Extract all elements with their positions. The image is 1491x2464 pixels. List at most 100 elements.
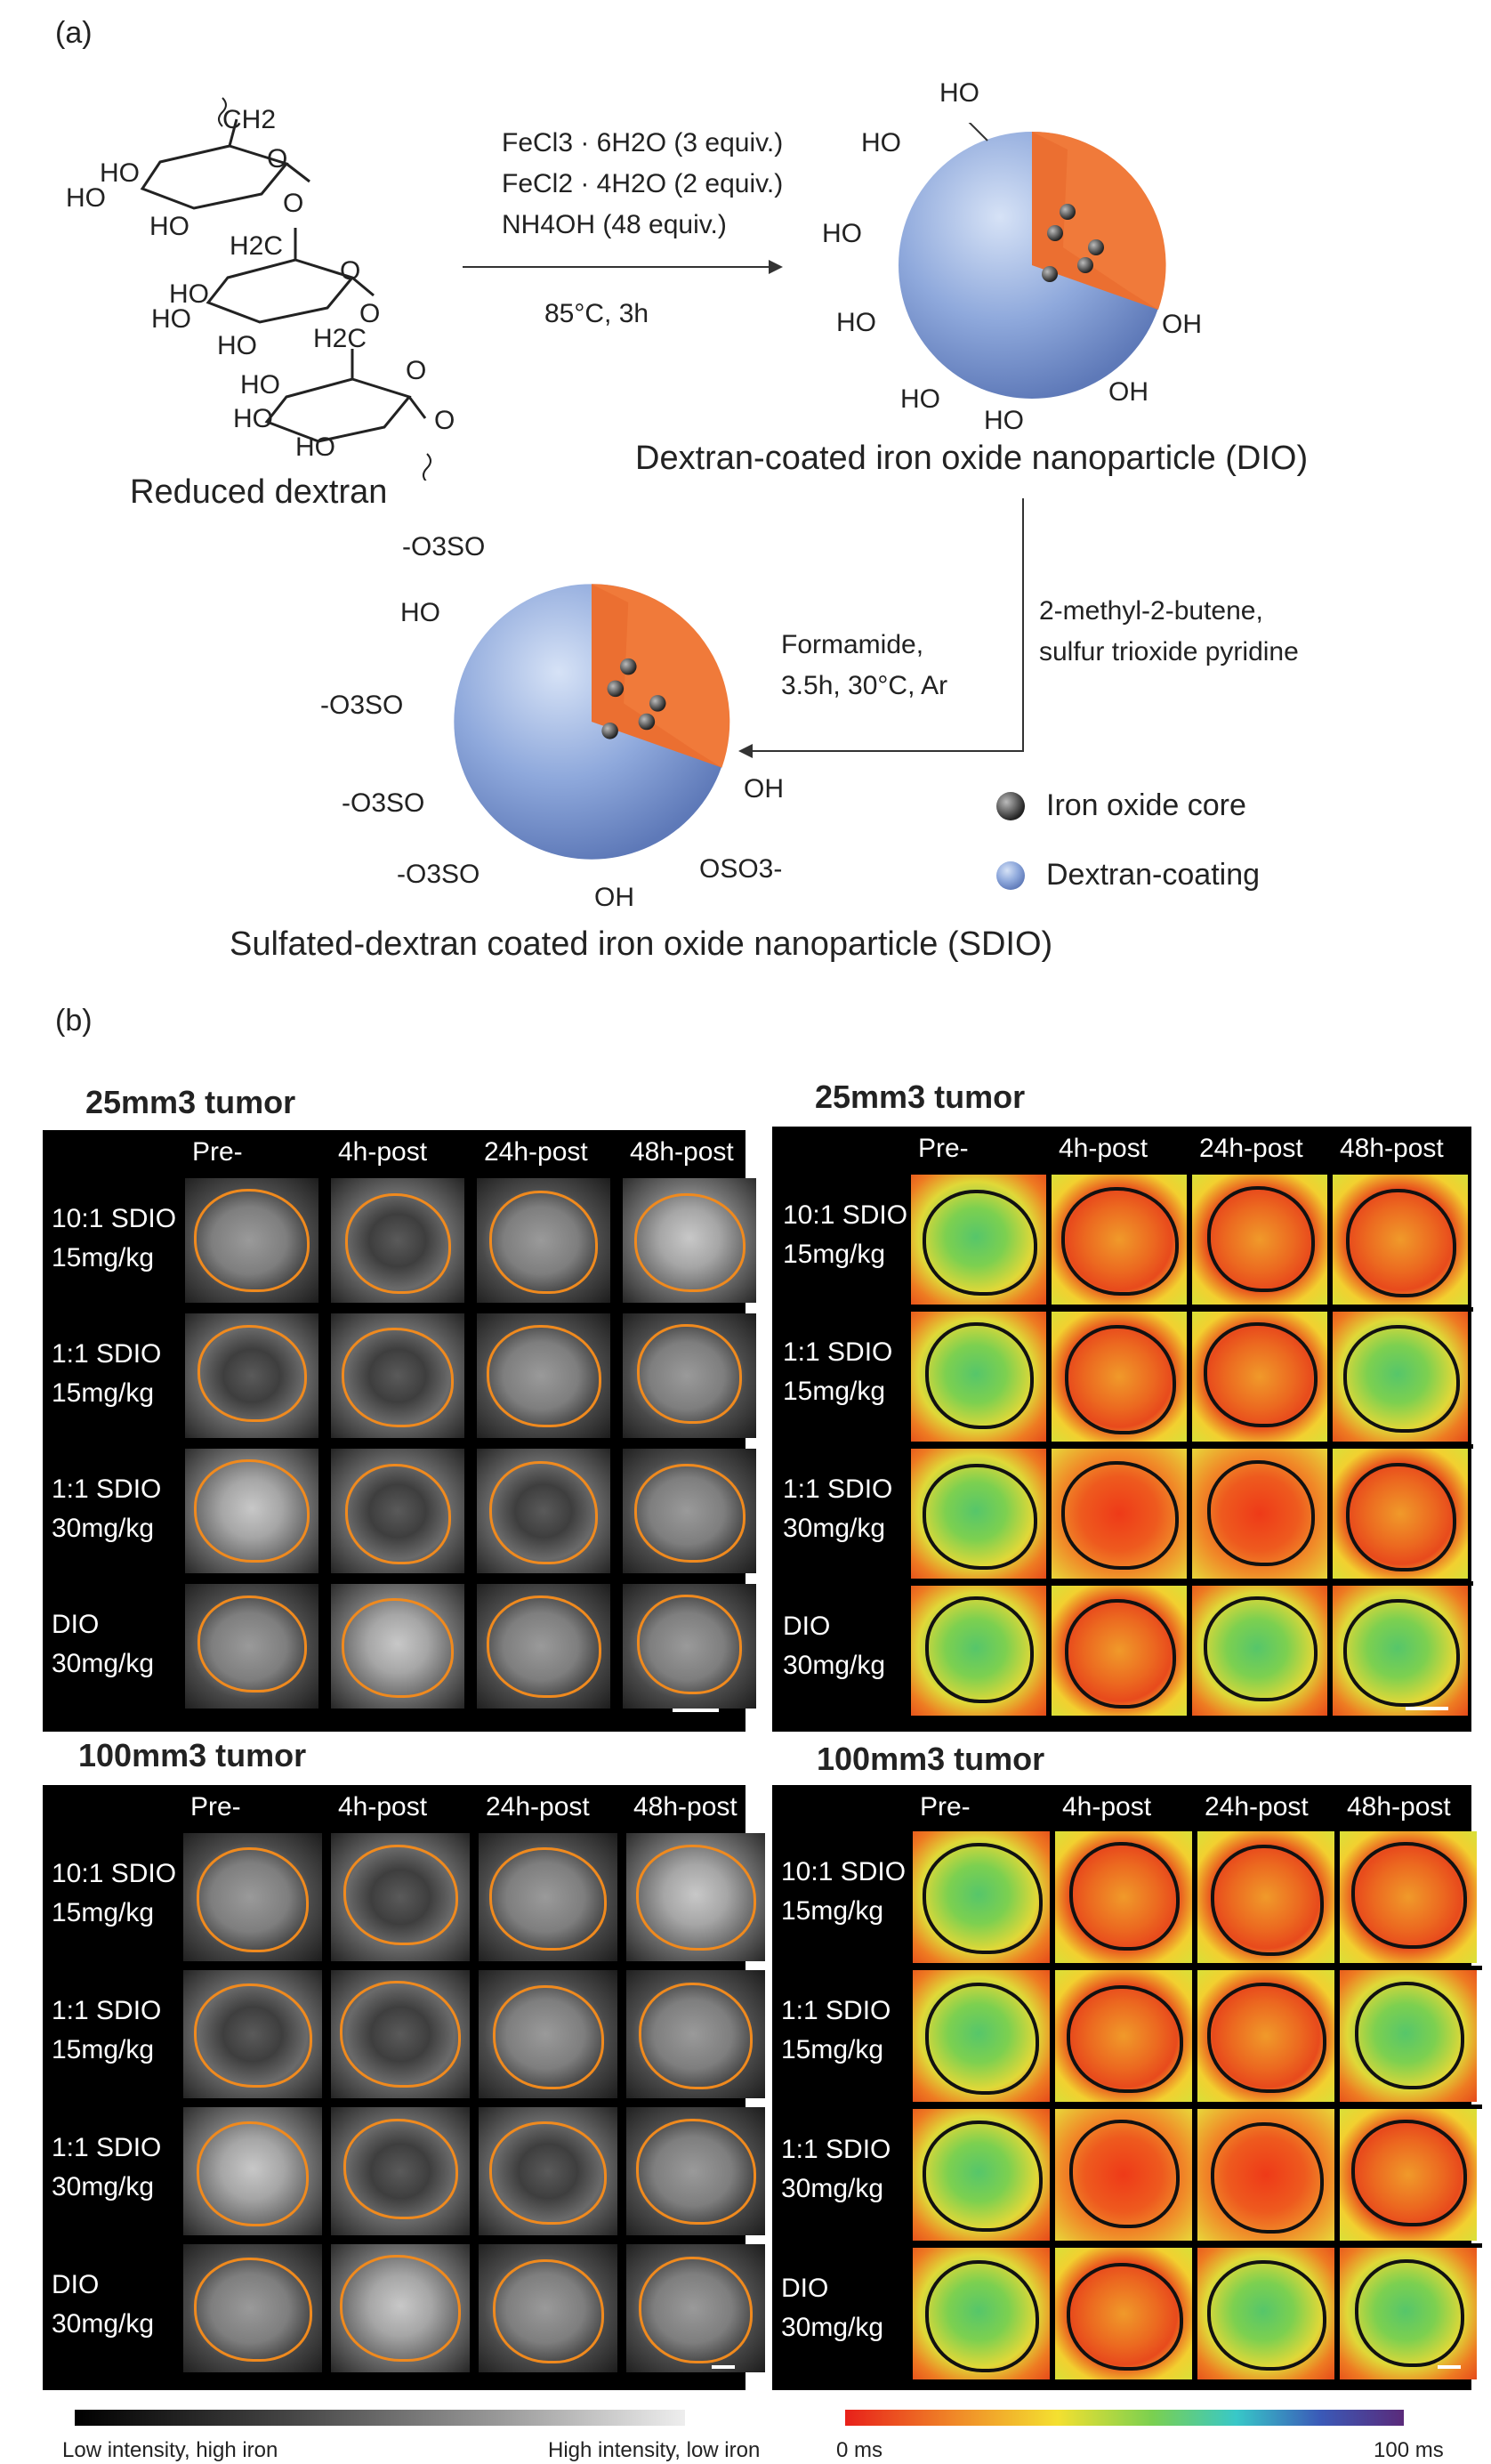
- tumor-outline: [342, 1328, 454, 1427]
- row-label: 1:1 SDIO 30mg/kg: [783, 1474, 893, 1543]
- scale-bar: [1438, 2365, 1461, 2369]
- row-label: 1:1 SDIO 30mg/kg: [781, 2135, 891, 2203]
- column-header-48h-post: 48h-post: [630, 1137, 734, 1167]
- t2-map-cell: [1192, 1175, 1327, 1305]
- tumor-outline: [639, 2257, 753, 2363]
- dextran-ho: HO: [240, 370, 280, 400]
- reagent-nh4oh: NH4OH (48 equiv.): [502, 210, 727, 239]
- column-header-4h-post: 4h-post: [1062, 1792, 1152, 1822]
- column-header-4h-post: 4h-post: [338, 1137, 428, 1167]
- t2-map-cell: [1333, 1312, 1468, 1442]
- tumor-outline: [1066, 1985, 1183, 2093]
- tumor-outline: [922, 1464, 1037, 1570]
- glucose-ring-3: [264, 377, 412, 443]
- row-separator: [911, 1581, 1473, 1586]
- t2-image-cell: [477, 1313, 610, 1438]
- t2-image-cell: [331, 1178, 464, 1303]
- column-header-48h-post: 48h-post: [1340, 1134, 1444, 1163]
- t2-image-cell: [479, 2244, 617, 2372]
- tumor-outline: [1351, 2120, 1467, 2226]
- column-header-pre: Pre-: [192, 1137, 243, 1167]
- t2-map-cell: [911, 1312, 1046, 1442]
- panel-b-label: (b): [55, 1004, 93, 1038]
- t2-image-cell: [479, 1970, 617, 2098]
- row-label: 1:1 SDIO 30mg/kg: [52, 2133, 162, 2201]
- t2-map-cell: [913, 1970, 1050, 2102]
- sdio-label: OH: [594, 883, 634, 912]
- tumor-outline: [193, 2258, 312, 2362]
- column-header-pre: Pre-: [190, 1792, 241, 1822]
- t2-image-cell: [331, 1584, 464, 1709]
- sdio-label: -O3SO: [342, 788, 425, 818]
- t2-map-cell: [1340, 2248, 1477, 2379]
- tumor-outline: [1064, 1599, 1176, 1709]
- title-25mm3-map: 25mm3 tumor: [815, 1079, 1026, 1115]
- row-label: DIO 30mg/kg: [781, 2274, 884, 2342]
- tumor-outline: [1061, 1187, 1179, 1296]
- tumor-outline: [1204, 1322, 1318, 1427]
- dextran-ho: HO: [100, 158, 140, 188]
- row-separator: [913, 2243, 1482, 2248]
- t2-image-cell: [183, 2244, 322, 2372]
- dextran-ho: HO: [169, 279, 209, 309]
- tumor-outline: [342, 1598, 454, 1698]
- tumor-outline: [194, 1189, 310, 1292]
- row-label: DIO 30mg/kg: [52, 1610, 155, 1678]
- t2-map-cell: [913, 2109, 1050, 2241]
- sdio-caption: Sulfated-dextran coated iron oxide nanop…: [230, 925, 1053, 963]
- row-separator: [913, 2104, 1482, 2109]
- t2-map-cell: [1192, 1449, 1327, 1579]
- dio-oh: OH: [1162, 310, 1202, 339]
- tumor-outline: [193, 1983, 312, 2088]
- t2-map-cell: [1340, 2109, 1477, 2241]
- tumor-outline: [194, 1459, 310, 1563]
- tumor-outline: [343, 2119, 458, 2219]
- tumor-outline: [635, 1845, 756, 1951]
- t2-map-cell: [913, 2248, 1050, 2379]
- t2-image-cell: [477, 1178, 610, 1303]
- condition-formamide: Formamide,: [781, 630, 924, 659]
- row-label: 1:1 SDIO 15mg/kg: [52, 1339, 162, 1408]
- tumor-outline: [922, 1843, 1043, 1954]
- t2-image-cell: [477, 1449, 610, 1573]
- t2-map-cell: [1052, 1175, 1187, 1305]
- t2-image-cell: [623, 1313, 756, 1438]
- dextran-h2c: H2C: [313, 324, 367, 353]
- dio-ho: HO: [939, 78, 979, 108]
- tumor-outline: [1354, 1982, 1464, 2089]
- dextran-o: O: [283, 189, 304, 218]
- grid-25mm3-t2-images: Pre- 4h-post 24h-post 48h-post 10:1 SDIO 15mg…: [43, 1130, 756, 1732]
- row-label: 1:1 SDIO 30mg/kg: [52, 1474, 162, 1543]
- t2-image-cell: [479, 2107, 617, 2235]
- tumor-outline: [1351, 1842, 1467, 1949]
- legend-iron-oxide-core: Iron oxide core: [1046, 788, 1246, 822]
- t2-image-cell: [626, 2107, 765, 2235]
- column-header-24h-post: 24h-post: [1205, 1792, 1309, 1822]
- t2-colorbar: [845, 2410, 1404, 2426]
- reaction-arrow-1: [463, 260, 783, 274]
- t2-image-cell: [183, 1970, 322, 2098]
- tumor-outline: [492, 1985, 604, 2089]
- scale-bar: [1406, 1707, 1448, 1710]
- tumor-outline: [1206, 1460, 1315, 1566]
- sdio-nanoparticle: [454, 584, 730, 860]
- tumor-outline: [922, 1190, 1037, 1296]
- t2-map-cell: [1192, 1586, 1327, 1716]
- tumor-outline: [486, 1596, 601, 1698]
- sdio-label: OH: [744, 774, 784, 804]
- tumor-outline: [1346, 1189, 1456, 1297]
- tumor-outline: [1210, 1845, 1324, 1956]
- row-separator: [911, 1307, 1473, 1312]
- sdio-label: HO: [400, 598, 440, 627]
- t2-image-cell: [479, 1833, 617, 1961]
- t2-image-cell: [477, 1584, 610, 1709]
- tumor-outline: [925, 1322, 1034, 1429]
- tumor-outline: [340, 1981, 461, 2088]
- tumor-outline: [635, 2119, 756, 2225]
- sdio-label: OSO3-: [699, 854, 783, 884]
- dextran-ho: HO: [151, 304, 191, 334]
- row-label: DIO 30mg/kg: [783, 1612, 886, 1680]
- reagent-methylbutene: 2-methyl-2-butene,: [1039, 596, 1263, 626]
- t2-map-cell: [1052, 1586, 1187, 1716]
- reagent-fecl2: FeCl2 · 4H2O (2 equiv.): [502, 169, 784, 198]
